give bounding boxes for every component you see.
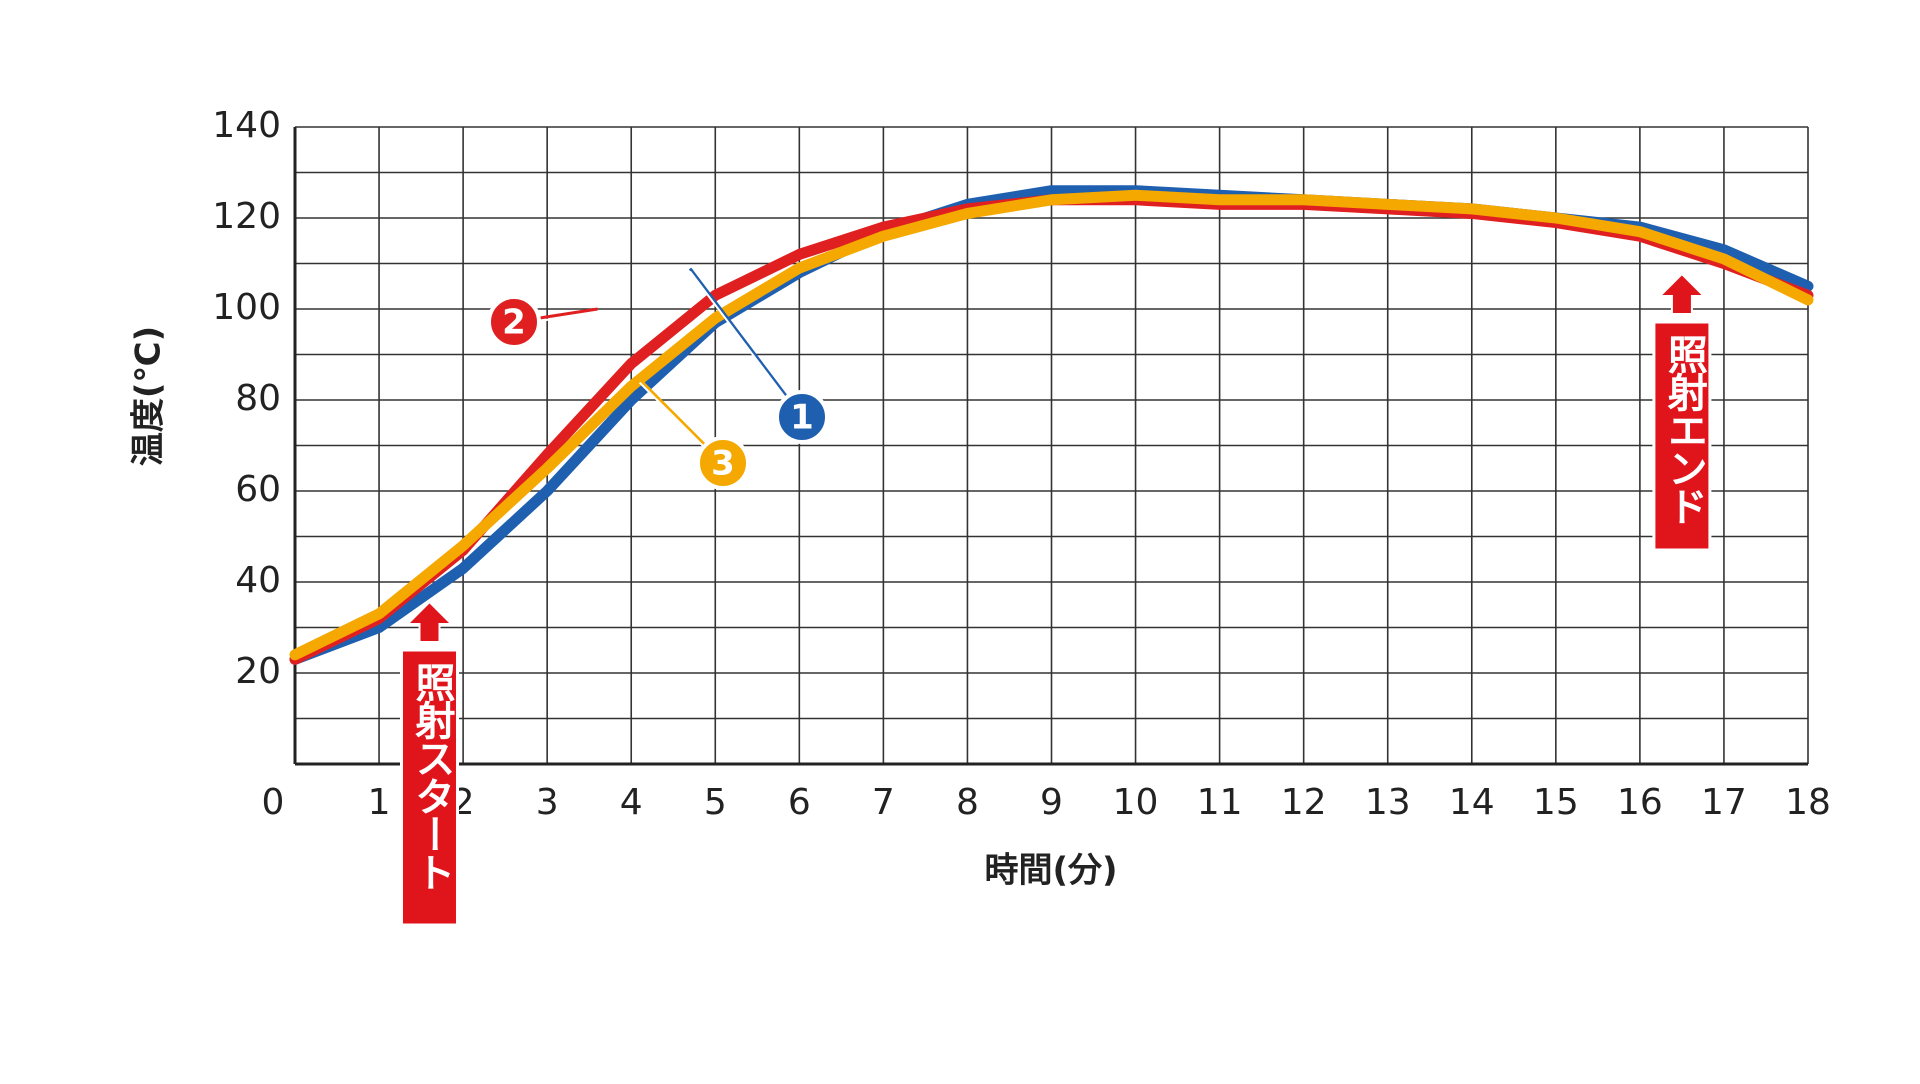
y-axis-label: 温度(℃) [129, 326, 169, 466]
x-tick-label: 8 [956, 782, 979, 823]
y-tick-label: 80 [235, 378, 281, 419]
callout-line [688, 267, 804, 418]
x-tick-label: 9 [1040, 782, 1063, 823]
legend-marker [775, 390, 829, 444]
legend-marker [487, 295, 541, 349]
legend-marker [696, 436, 750, 490]
x-tick-label: 5 [704, 782, 727, 823]
annotation-arrow [1657, 272, 1707, 315]
x-tick-label: 1 [368, 782, 391, 823]
x-tick-label: 7 [872, 782, 895, 823]
annotation-text: 照射スタート [408, 662, 456, 890]
x-tick-label: 17 [1701, 782, 1747, 823]
y-tick-label: 60 [235, 469, 281, 510]
x-axis-label: 時間(分) [984, 851, 1117, 891]
y-tick-label: 120 [212, 196, 281, 237]
x-tick-label: 6 [788, 782, 811, 823]
series-line [289, 189, 1814, 661]
x-tick-label: 18 [1785, 782, 1831, 823]
y-tick-label: 40 [235, 560, 281, 601]
annotation-box [1652, 320, 1712, 552]
x-tick-label: 4 [620, 782, 643, 823]
y-tick-label: 100 [212, 287, 281, 328]
callout-line-edge [689, 270, 803, 421]
legend-label: 2 [502, 303, 526, 343]
x-tick-label: 13 [1365, 782, 1411, 823]
legend-label: 1 [790, 398, 814, 438]
annotation-arrow [405, 600, 454, 643]
x-tick-label: 11 [1197, 782, 1243, 823]
x-tick-label: 10 [1113, 782, 1159, 823]
x-tick-label: 15 [1533, 782, 1579, 823]
x-tick-label: 12 [1281, 782, 1327, 823]
y-tick-label: 20 [235, 651, 281, 692]
x-tick-label: 14 [1449, 782, 1495, 823]
x-tick-label: 3 [536, 782, 559, 823]
y-tick-label: 140 [212, 105, 281, 146]
x-tick-label: 16 [1617, 782, 1663, 823]
legend-label: 3 [711, 444, 735, 484]
annotation-text: 照射エンド [1661, 334, 1709, 524]
annotation-box [399, 648, 459, 927]
x-tick-label: 0 [262, 782, 285, 823]
